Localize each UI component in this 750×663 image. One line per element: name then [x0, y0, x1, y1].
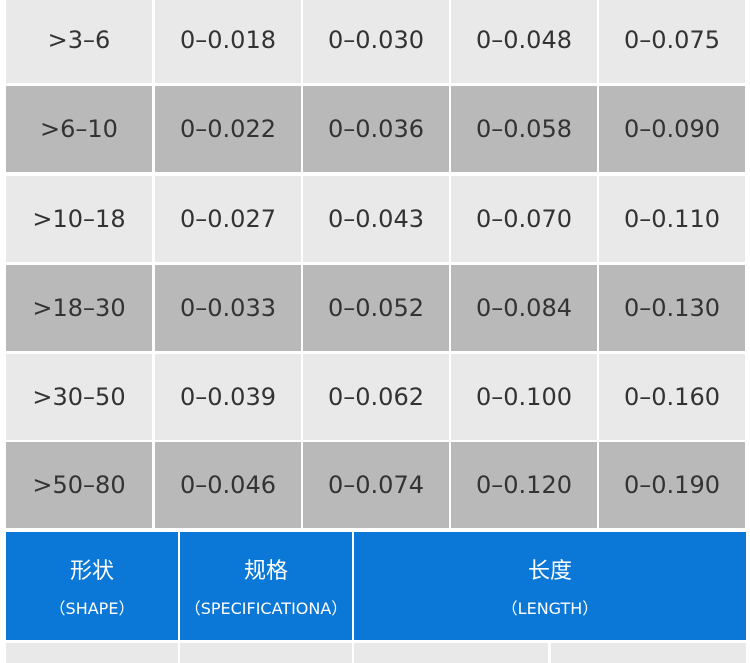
- table-cell: >50–80: [6, 442, 152, 528]
- table-cell: 0–0.110: [599, 176, 745, 262]
- footer-cell: [180, 643, 352, 663]
- table-cell: 0–0.062: [303, 354, 449, 440]
- table-cell: >10–18: [6, 176, 152, 262]
- table-cell: 0–0.130: [599, 265, 745, 351]
- table-cell: 0–0.090: [599, 86, 745, 172]
- header-subtitle: （LENGTH）: [501, 599, 599, 618]
- table-cell: 0–0.100: [451, 354, 597, 440]
- footer-cell: [551, 643, 746, 663]
- table-cell: 0–0.030: [303, 0, 449, 83]
- table-cell: >18–30: [6, 265, 152, 351]
- table-cell: 0–0.036: [303, 86, 449, 172]
- table-cell: 0–0.075: [599, 0, 745, 83]
- table-cell: 0–0.052: [303, 265, 449, 351]
- table-cell: 0–0.039: [155, 354, 301, 440]
- table-cell: >6–10: [6, 86, 152, 172]
- table-cell: >3–6: [6, 0, 152, 83]
- table-cell: 0–0.022: [155, 86, 301, 172]
- footer-cell: [6, 643, 178, 663]
- header-cell: 长度 （LENGTH）: [354, 532, 746, 640]
- header-title: 规格: [243, 559, 288, 584]
- header-title: 长度: [527, 559, 572, 584]
- header-cell: 形状 （SHAPE）: [6, 532, 178, 640]
- table-cell: 0–0.046: [155, 442, 301, 528]
- header-cell: 规格 （SPECIFICATIONA）: [180, 532, 352, 640]
- table-cell: >30–50: [6, 354, 152, 440]
- header-subtitle: （SHAPE）: [49, 599, 135, 618]
- table-cell: 0–0.190: [599, 442, 745, 528]
- table-cell: 0–0.048: [451, 0, 597, 83]
- table-cell: 0–0.074: [303, 442, 449, 528]
- table-cell: 0–0.084: [451, 265, 597, 351]
- table-cell: 0–0.043: [303, 176, 449, 262]
- table-cell: 0–0.070: [451, 176, 597, 262]
- table-cell: 0–0.120: [451, 442, 597, 528]
- table-cell: 0–0.058: [451, 86, 597, 172]
- footer-cell: [354, 643, 548, 663]
- table-cell: 0–0.160: [599, 354, 745, 440]
- table-cell: 0–0.027: [155, 176, 301, 262]
- header-subtitle: （SPECIFICATIONA）: [184, 599, 348, 618]
- table-cell: 0–0.033: [155, 265, 301, 351]
- table-cell: 0–0.018: [155, 0, 301, 83]
- header-title: 形状: [69, 559, 114, 584]
